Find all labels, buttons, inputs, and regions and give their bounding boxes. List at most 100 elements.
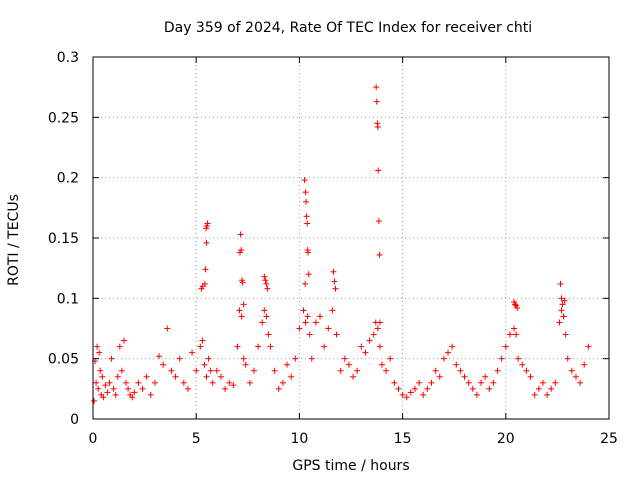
- data-point: [568, 367, 575, 374]
- data-point: [114, 373, 121, 380]
- data-point: [461, 373, 468, 380]
- data-point: [581, 361, 588, 368]
- data-point: [236, 307, 243, 314]
- data-point: [204, 220, 211, 227]
- data-point: [403, 394, 410, 401]
- data-point: [160, 361, 167, 368]
- data-point: [519, 361, 526, 368]
- data-point: [259, 319, 266, 326]
- data-point: [120, 337, 127, 344]
- y-axis-label: ROTI / TECUs: [6, 194, 22, 286]
- data-point: [350, 373, 357, 380]
- data-point: [432, 367, 439, 374]
- data-point: [337, 367, 344, 374]
- data-point: [511, 325, 518, 332]
- data-point: [100, 394, 107, 401]
- data-point: [308, 355, 315, 362]
- data-point: [440, 355, 447, 362]
- data-point: [199, 337, 206, 344]
- data-point: [559, 301, 566, 308]
- data-point: [226, 379, 233, 386]
- x-axis-label: GPS time / hours: [292, 458, 409, 474]
- data-point: [263, 280, 270, 287]
- data-point: [523, 367, 530, 374]
- data-point: [201, 280, 208, 287]
- data-point: [373, 98, 380, 105]
- x-tick-label: 0: [89, 431, 98, 447]
- data-point: [490, 379, 497, 386]
- data-point: [560, 313, 567, 320]
- data-point: [457, 367, 464, 374]
- data-point: [217, 373, 224, 380]
- data-point: [436, 373, 443, 380]
- data-point: [399, 391, 406, 398]
- data-point: [420, 391, 427, 398]
- data-point: [106, 379, 113, 386]
- data-point: [180, 379, 187, 386]
- data-point: [358, 343, 365, 350]
- data-point: [193, 367, 200, 374]
- data-point: [552, 379, 559, 386]
- data-point: [305, 249, 312, 256]
- x-tick-label: 5: [192, 431, 201, 447]
- data-point: [449, 343, 456, 350]
- data-point: [135, 379, 142, 386]
- x-tick-label: 15: [394, 431, 412, 447]
- data-point: [317, 313, 324, 320]
- data-point: [176, 355, 183, 362]
- data-point: [207, 367, 214, 374]
- data-point: [527, 373, 534, 380]
- data-point: [486, 385, 493, 392]
- data-point: [104, 389, 111, 396]
- data-point: [375, 218, 382, 225]
- data-point: [304, 313, 311, 320]
- data-point: [341, 355, 348, 362]
- data-point: [478, 379, 485, 386]
- data-point: [305, 271, 312, 278]
- y-tick-label: 0.05: [48, 352, 79, 368]
- data-point: [246, 379, 253, 386]
- data-point: [564, 355, 571, 362]
- data-point: [213, 367, 220, 374]
- data-point: [168, 367, 175, 374]
- data-point: [376, 251, 383, 258]
- y-tick-label: 0.15: [48, 231, 79, 247]
- data-point: [143, 373, 150, 380]
- data-point: [189, 349, 196, 356]
- data-point: [387, 355, 394, 362]
- data-point: [116, 343, 123, 350]
- data-point: [362, 349, 369, 356]
- data-point: [147, 391, 154, 398]
- data-point: [94, 343, 101, 350]
- y-tick-label: 0.3: [57, 50, 79, 66]
- data-point: [531, 391, 538, 398]
- data-point: [164, 325, 171, 332]
- data-point: [184, 385, 191, 392]
- y-tick-label: 0.25: [48, 110, 79, 126]
- data-point: [91, 397, 98, 404]
- data-point: [240, 301, 247, 308]
- data-point: [95, 385, 102, 392]
- data-point: [374, 123, 381, 130]
- x-tick-label: 25: [600, 431, 618, 447]
- data-point: [262, 277, 269, 284]
- data-point: [366, 337, 373, 344]
- data-point: [96, 349, 103, 356]
- data-point: [375, 167, 382, 174]
- data-point: [197, 343, 204, 350]
- data-point: [376, 343, 383, 350]
- data-point: [303, 213, 310, 220]
- data-point: [473, 391, 480, 398]
- data-point: [279, 379, 286, 386]
- data-point: [261, 307, 268, 314]
- data-point: [428, 379, 435, 386]
- data-point: [514, 304, 521, 311]
- data-point: [288, 373, 295, 380]
- data-point: [265, 331, 272, 338]
- data-points: [91, 84, 592, 404]
- data-point: [234, 343, 241, 350]
- data-point: [539, 379, 546, 386]
- data-point: [201, 361, 208, 368]
- data-point: [370, 331, 377, 338]
